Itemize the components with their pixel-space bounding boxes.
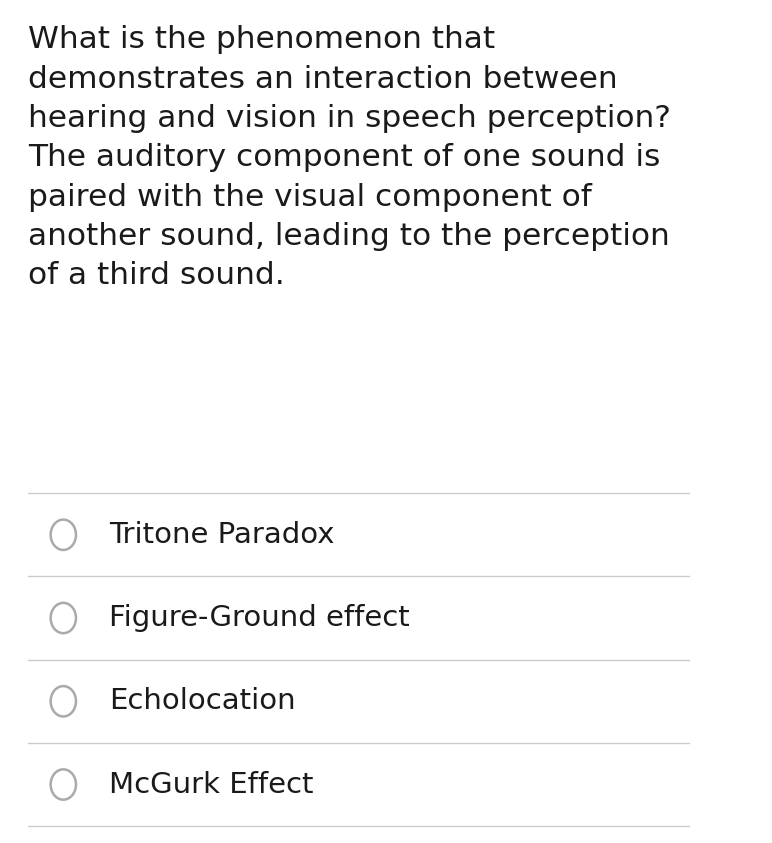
Text: What is the phenomenon that
demonstrates an interaction between
hearing and visi: What is the phenomenon that demonstrates…	[28, 25, 671, 290]
Text: Tritone Paradox: Tritone Paradox	[109, 521, 334, 549]
Text: Echolocation: Echolocation	[109, 687, 296, 715]
Text: Figure-Ground effect: Figure-Ground effect	[109, 604, 410, 632]
Text: McGurk Effect: McGurk Effect	[109, 771, 313, 798]
